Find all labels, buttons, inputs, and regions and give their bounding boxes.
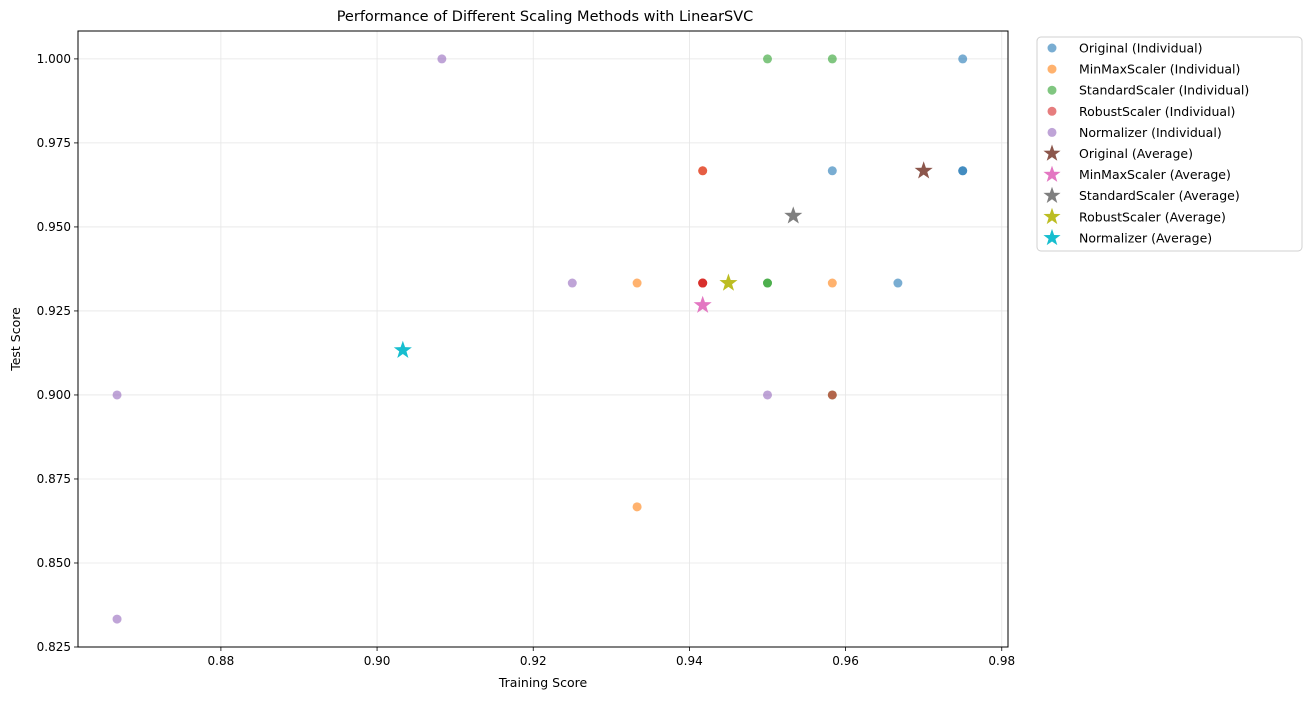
individual-scatter-point <box>958 54 968 64</box>
legend-circle-marker <box>1047 85 1057 95</box>
individual-scatter-point <box>827 166 837 176</box>
individual-scatter-point <box>632 502 642 512</box>
y-tick-label: 0.950 <box>37 220 71 234</box>
individual-scatter-point <box>958 166 968 176</box>
grid-lines <box>78 31 1008 648</box>
legend-label: RobustScaler (Average) <box>1079 209 1226 224</box>
individual-scatter-point <box>698 166 708 176</box>
series-7 <box>784 206 803 224</box>
series-6 <box>693 295 712 313</box>
legend-label: MinMaxScaler (Average) <box>1079 167 1231 182</box>
x-tick-label: 0.92 <box>520 654 547 668</box>
legend-circle-marker <box>1047 127 1057 137</box>
plot-frame <box>77 30 1009 648</box>
individual-scatter-point <box>762 390 772 400</box>
y-tick-label: 1.000 <box>37 52 71 66</box>
legend-label: Normalizer (Average) <box>1079 230 1212 245</box>
individual-scatter-point <box>698 278 708 288</box>
series-9 <box>393 340 412 358</box>
legend-star-marker <box>1043 207 1061 225</box>
legend-label: Original (Average) <box>1079 146 1193 161</box>
average-star-point <box>784 206 803 224</box>
series-8 <box>719 273 738 291</box>
individual-scatter-point <box>112 390 122 400</box>
legend-items: Original (Individual) MinMaxScaler (Indiv… <box>1043 41 1249 246</box>
average-star-point <box>719 273 738 291</box>
legend-label: StandardScaler (Individual) <box>1079 83 1249 98</box>
y-tick-label: 0.975 <box>37 136 71 150</box>
legend: Original (Individual) MinMaxScaler (Indiv… <box>1036 36 1303 252</box>
individual-scatter-point <box>827 54 837 64</box>
x-tick-label: 0.94 <box>676 654 703 668</box>
x-tick-label: 0.98 <box>988 654 1015 668</box>
individual-scatter-point <box>437 54 447 64</box>
y-tick-label: 0.850 <box>37 556 71 570</box>
y-tick-label: 0.925 <box>37 304 71 318</box>
series-3 <box>698 166 837 400</box>
series-4 <box>112 54 772 624</box>
legend-label: MinMaxScaler (Individual) <box>1079 62 1240 77</box>
average-star-point <box>914 161 933 179</box>
individual-scatter-point <box>827 390 837 400</box>
data-points <box>112 54 968 624</box>
axis-ticks: 0.88 0.90 0.92 0.94 0.96 0.98 0.825 0.850 0.875 0… <box>37 52 1015 668</box>
average-star-point <box>393 340 412 358</box>
individual-scatter-point <box>762 54 772 64</box>
legend-label: RobustScaler (Individual) <box>1079 104 1235 119</box>
legend-frame <box>1036 36 1303 252</box>
series-1 <box>632 166 837 512</box>
legend-circle-marker <box>1047 64 1057 74</box>
individual-scatter-point <box>762 278 772 288</box>
legend-star-marker <box>1043 165 1061 182</box>
individual-scatter-point <box>893 278 903 288</box>
individual-scatter-point <box>632 278 642 288</box>
chart-title: Performance of Different Scaling Methods… <box>337 9 754 25</box>
legend-star-marker <box>1043 186 1061 203</box>
legend-circle-marker <box>1047 106 1057 116</box>
x-tick-label: 0.88 <box>208 654 235 668</box>
legend-star-marker <box>1043 228 1061 246</box>
legend-circle-marker <box>1047 43 1057 53</box>
series-0 <box>827 54 968 288</box>
y-tick-label: 0.825 <box>37 640 71 654</box>
legend-label: Original (Individual) <box>1079 41 1203 56</box>
x-tick-label: 0.90 <box>364 654 391 668</box>
legend-label: StandardScaler (Average) <box>1079 188 1240 203</box>
y-axis-label: Test Score <box>8 307 23 372</box>
individual-scatter-point <box>567 278 577 288</box>
x-tick-label: 0.96 <box>832 654 859 668</box>
individual-scatter-point <box>112 614 122 624</box>
y-tick-label: 0.875 <box>37 472 71 486</box>
individual-scatter-point <box>827 278 837 288</box>
legend-star-marker <box>1043 144 1061 161</box>
average-star-point <box>693 295 712 313</box>
x-axis-label: Training Score <box>498 675 588 690</box>
legend-label: Normalizer (Individual) <box>1079 125 1222 140</box>
y-tick-label: 0.900 <box>37 388 71 402</box>
series-5 <box>914 161 933 179</box>
